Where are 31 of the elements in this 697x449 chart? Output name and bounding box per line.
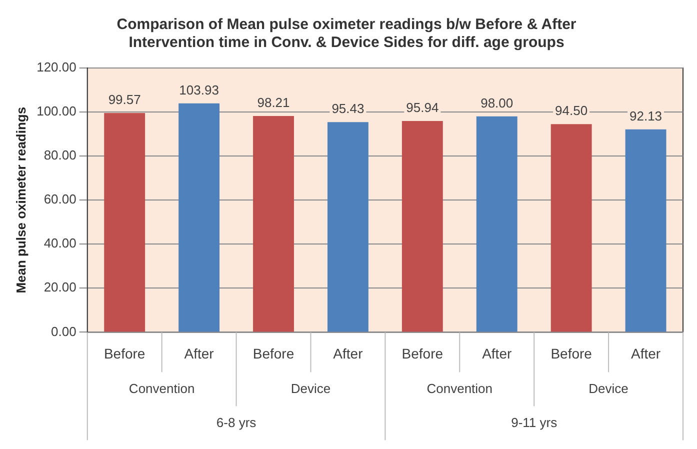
text: Convention [128, 380, 195, 396]
y-tick-label: 60.00 [44, 192, 76, 207]
x-tick-label: After [482, 345, 512, 362]
text: 9-11 yrs [511, 414, 558, 430]
x-tick-label: Before [104, 345, 146, 362]
y-tick-label: 80.00 [44, 148, 76, 163]
text: Device [588, 380, 628, 396]
chart-title: Comparison of Mean pulse oximeter readings b/w Before & After Intervention time in Conv. & Device Sides for diff. age groups [116, 16, 576, 52]
y-tick-label: 40.00 [44, 236, 76, 251]
y-tick-label: 20.00 [44, 280, 76, 295]
data-label: 99.57 [108, 92, 141, 108]
x-tick-label: After [630, 345, 661, 362]
x-tick-label: After [184, 345, 214, 362]
text: Convention [426, 380, 493, 396]
data-label: 95.43 [332, 101, 364, 116]
data-label: 103.93 [179, 82, 219, 98]
x-tick-label: Before [402, 345, 444, 362]
data-label: 95.94 [406, 100, 439, 116]
y-axis-title: Mean pulse oximeter readings [13, 106, 28, 294]
data-label: 92.13 [630, 108, 662, 124]
y-tick-label: 0.00 [51, 324, 76, 339]
data-label: 98.21 [257, 95, 290, 110]
text: 6-8 yrs [216, 414, 257, 430]
text: Device [290, 380, 331, 396]
y-tick-label: 120.00 [36, 60, 76, 75]
data-label: 94.50 [555, 103, 588, 118]
x-tick-label: Before [550, 345, 592, 362]
data-label: 98.00 [480, 96, 514, 111]
x-tick-label: Before [252, 345, 294, 362]
y-tick-label: 100.00 [36, 104, 76, 119]
x-tick-label: After [333, 345, 364, 362]
